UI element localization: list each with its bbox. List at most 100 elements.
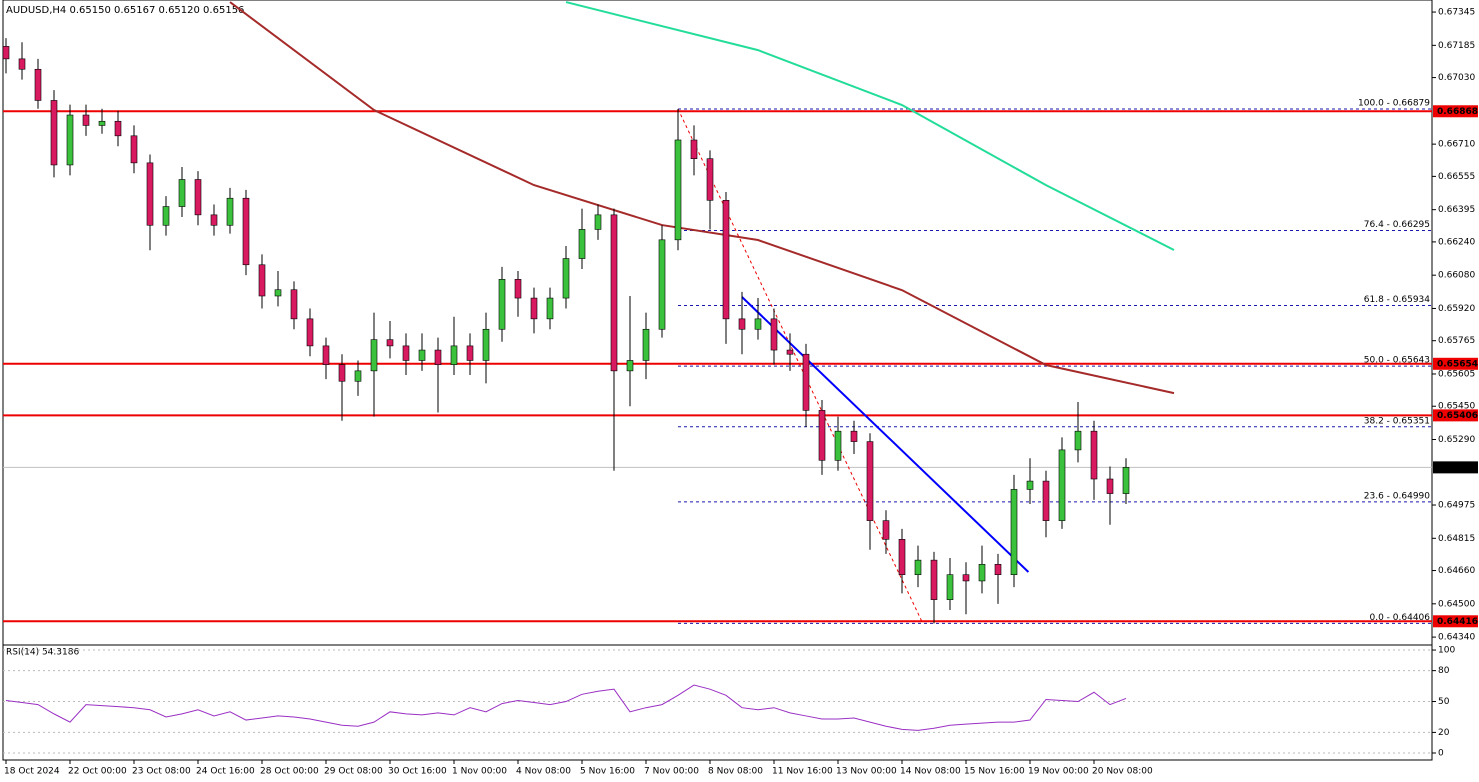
last-price-label: 0.65156 [1437, 463, 1474, 473]
y-tick-label: 0.67185 [1438, 41, 1475, 51]
candle-body [434, 349, 442, 365]
candle-body [882, 520, 890, 540]
candle-body [818, 410, 826, 461]
candle-body [386, 339, 394, 347]
candle-body [930, 559, 938, 600]
y-tick-label: 0.64340 [1438, 633, 1475, 643]
candle-body [114, 120, 122, 137]
candle-body [98, 120, 106, 126]
candle-body [162, 206, 170, 226]
candle-body [66, 114, 74, 166]
price-tag [1433, 105, 1478, 118]
candle-body [290, 289, 298, 320]
candle-body [898, 539, 906, 575]
candle-body [482, 328, 490, 361]
candle-body [178, 179, 186, 207]
candle-body [626, 360, 634, 372]
candle-body [258, 264, 266, 297]
candle-body [962, 574, 970, 582]
candle-body [130, 135, 138, 164]
candle-body [786, 349, 794, 355]
candle-body [402, 345, 410, 361]
price-tag-label: 0.64416 [1437, 617, 1478, 627]
y-tick-label: 0.64815 [1438, 534, 1475, 544]
y-tick-label: 0.64975 [1438, 501, 1475, 511]
candle-body [946, 574, 954, 600]
candle-body [418, 349, 426, 361]
candle-body [274, 289, 282, 297]
price-tag [1433, 409, 1478, 422]
y-tick-label: 0 [1438, 748, 1444, 758]
candle-body [194, 179, 202, 216]
fib-trend-line [677, 108, 924, 624]
candle-body [1026, 480, 1034, 490]
candle-body [210, 214, 218, 226]
x-tick-label: 18 Oct 2024 [4, 767, 60, 777]
candle-body [1090, 430, 1098, 480]
candle-body [546, 297, 554, 320]
x-tick-label: 15 Nov 16:00 [964, 767, 1025, 777]
candle-body [466, 345, 474, 361]
y-tick-label: 0.65605 [1438, 369, 1475, 379]
y-tick-label: 100 [1438, 646, 1455, 656]
y-tick-label: 0.64660 [1438, 566, 1475, 576]
price-tag [1433, 357, 1478, 370]
indicator-title: RSI(14) 54.3186 [6, 648, 79, 658]
y-tick-label: 0.67345 [1438, 8, 1475, 18]
candle-body [34, 68, 42, 101]
candle-body [834, 430, 842, 461]
y-tick-label: 0.65765 [1438, 336, 1475, 346]
candle-body [738, 318, 746, 330]
price-tag-label: 0.66868 [1437, 107, 1478, 117]
candle-body [498, 279, 506, 330]
candle-body [82, 114, 90, 126]
plot-frame [2, 0, 1433, 761]
candle-body [450, 345, 458, 365]
x-tick-label: 20 Nov 08:00 [1092, 767, 1153, 777]
candle-body [50, 100, 58, 166]
x-tick-label: 24 Oct 16:00 [196, 767, 255, 777]
candle-body [226, 197, 234, 226]
candle-body [706, 158, 714, 201]
x-tick-label: 1 Nov 00:00 [452, 767, 507, 777]
candle-body [1122, 467, 1130, 494]
candle-body [754, 318, 762, 330]
x-tick-label: 11 Nov 16:00 [772, 767, 833, 777]
candle-body [18, 58, 26, 70]
x-tick-label: 13 Nov 00:00 [836, 767, 897, 777]
last-price-tag [1433, 461, 1478, 474]
y-tick-label: 0.65450 [1438, 402, 1475, 412]
candle-body [1042, 480, 1050, 521]
y-tick-label: 0.67030 [1438, 73, 1475, 83]
candle-body [722, 200, 730, 320]
y-tick-label: 0.66710 [1438, 140, 1475, 150]
y-tick-label: 0.65290 [1438, 435, 1475, 445]
candle-body [914, 559, 922, 575]
moving-average [229, 1, 1175, 395]
candle-body [642, 328, 650, 361]
candle-body [802, 353, 810, 411]
candle-body [354, 370, 362, 382]
x-tick-label: 30 Oct 16:00 [388, 767, 447, 777]
y-tick-label: 20 [1438, 728, 1450, 738]
x-tick-label: 8 Nov 08:00 [708, 767, 763, 777]
candle-body [306, 318, 314, 347]
candle-body [674, 139, 682, 241]
y-tick-label: 0.66395 [1438, 205, 1475, 215]
y-tick-label: 0.64500 [1438, 599, 1475, 609]
candle-body [322, 345, 330, 365]
fib-label: 38.2 - 0.65351 [1364, 416, 1430, 426]
candle-body [146, 162, 154, 226]
y-tick-label: 0.66240 [1438, 237, 1475, 247]
candle-body [242, 197, 250, 266]
candle-body [610, 214, 618, 372]
candle-body [770, 318, 778, 351]
candle-body [530, 297, 538, 320]
fib-label: 23.6 - 0.64990 [1364, 491, 1430, 501]
y-tick-label: 80 [1438, 666, 1450, 676]
x-tick-label: 22 Oct 00:00 [68, 767, 127, 777]
candle-body [514, 279, 522, 299]
fib-label: 100.0 - 0.66879 [1358, 98, 1430, 108]
